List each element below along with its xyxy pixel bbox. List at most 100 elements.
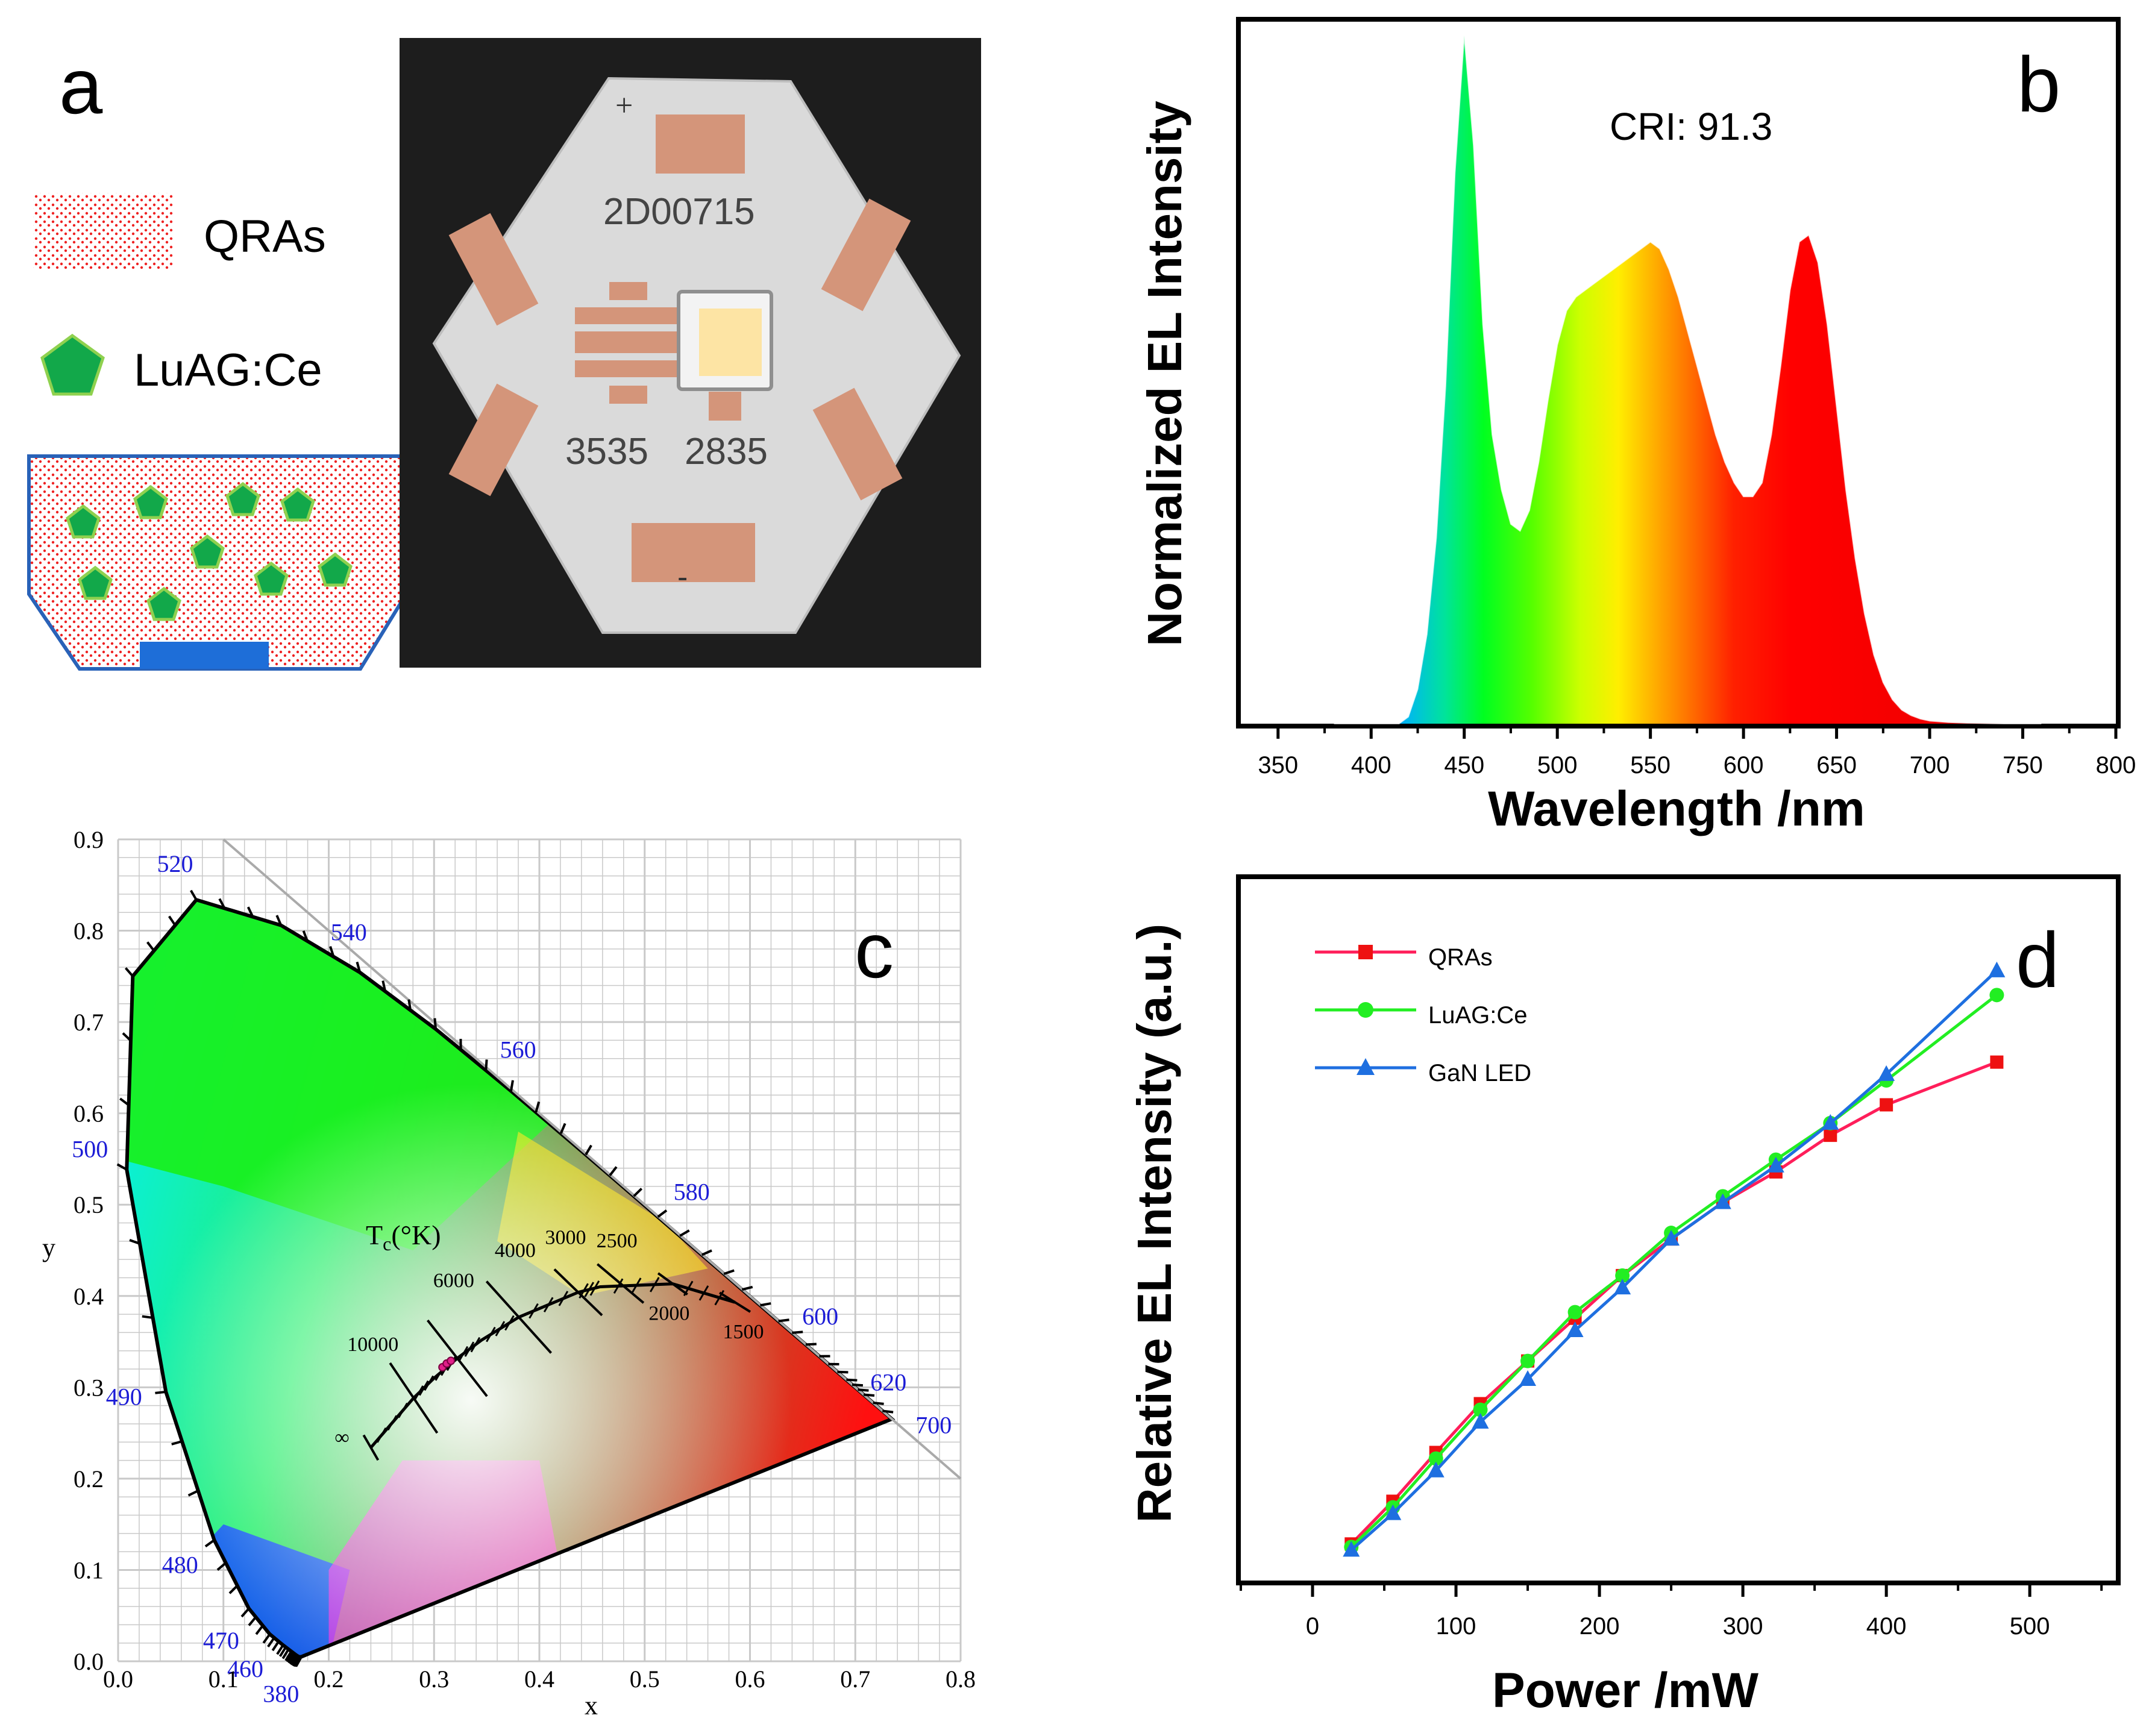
series-line-gan (1350, 969, 1998, 1552)
data-point-gan (1822, 1114, 1839, 1130)
locus-tick (882, 1409, 894, 1414)
legend-qras: QRAs (33, 193, 326, 270)
planck-tick (613, 1278, 624, 1294)
copper-pad (709, 392, 741, 421)
y-axis-title-b: Normalized EL Intensity (1138, 101, 1191, 647)
legend-luag: LuAG:Ce (40, 333, 322, 396)
measured-points (438, 1356, 456, 1371)
wavelength-label: 460 (227, 1655, 263, 1682)
cct-isotherm (657, 1272, 688, 1296)
locus-tick (122, 1032, 132, 1042)
x-tick-label-c: 0.6 (735, 1665, 765, 1693)
photo-plus: + (615, 89, 633, 123)
locus-tick (204, 1539, 215, 1547)
cct-isotherm (427, 1319, 488, 1397)
x-tick-label-b: 650 (1816, 752, 1857, 779)
panel-label-c: c (855, 906, 894, 994)
x-tick-label-c: 0.8 (946, 1665, 976, 1693)
planck-tick (458, 1346, 469, 1362)
copper-pad (448, 383, 539, 497)
cct-label: ∞ (334, 1426, 349, 1449)
locus-tick (723, 1269, 735, 1275)
locus-tick (248, 1616, 257, 1626)
copper-pad (656, 114, 745, 174)
x-tick-label-c: 0.4 (524, 1665, 554, 1693)
locus-tick (633, 1188, 643, 1197)
photo-minus: - (677, 560, 688, 595)
locus-tick (863, 1393, 875, 1397)
copper-pad (448, 213, 539, 326)
panel-d: 0 100 200 300 400 500 QRAs LuAG:Ce GaN LED d Po… (1128, 874, 2121, 1718)
spectrum-line (1334, 35, 2042, 724)
planck-tick (683, 1280, 694, 1297)
x-tick-label-b: 800 (2096, 752, 2136, 779)
x-tick-label-d: 100 (1436, 1613, 1476, 1640)
y-tick-label-c: 0.4 (74, 1283, 104, 1310)
led-2835-emitter (699, 309, 762, 376)
x-tick-label-c: 0.3 (419, 1665, 449, 1693)
panel-c: ∞ 10000 6000 4000 3000 2500 2000 1500 380460470… (42, 826, 976, 1720)
cct-isotherm (553, 1268, 603, 1317)
y-tick-label-c: 0.1 (74, 1556, 104, 1584)
x-tick-label-b: 700 (1910, 752, 1950, 779)
locus-tick (218, 898, 226, 909)
series-group (1343, 961, 2006, 1557)
luag-particle (225, 481, 260, 516)
legend-qras-label: QRAs (204, 211, 326, 262)
locus-tick (168, 915, 177, 926)
locus-tick (407, 999, 412, 1011)
locus-tick (837, 1370, 849, 1374)
locus-tick (281, 1649, 290, 1659)
legend-label-qras: QRAs (1428, 944, 1493, 971)
y-tick-label-c: 0.6 (74, 1100, 104, 1127)
locus-tick (267, 1637, 275, 1648)
locus-tick (778, 1318, 789, 1323)
data-point-qras (1824, 1129, 1837, 1142)
cct-label: 10000 (347, 1333, 398, 1356)
legend-marker-qras (1358, 945, 1373, 959)
pad-label-3535: 3535 (565, 431, 648, 472)
locus-tick (701, 1249, 712, 1256)
spectrum-area (1334, 35, 2042, 724)
planck-tick (470, 1336, 481, 1353)
wavelength-label: 620 (870, 1368, 906, 1396)
planck-tick (631, 1277, 642, 1293)
locus-tick (190, 889, 198, 901)
x-tick-label-c: 0.7 (840, 1665, 870, 1693)
qras-swatch (33, 193, 173, 270)
y-tick-label-c: 0.8 (74, 918, 104, 945)
x-axis-ticks-d: 0 100 200 300 400 500 (1240, 1583, 2103, 1640)
locus-tick (433, 1018, 438, 1029)
locus-tick (381, 980, 387, 992)
luag-particle (254, 561, 289, 596)
planck-tick (495, 1321, 506, 1336)
luag-particle (280, 487, 315, 522)
cct-isotherm (719, 1291, 751, 1313)
locus-tick (216, 1562, 227, 1571)
board-code: 2D00715 (603, 191, 755, 233)
series-line-qras (1350, 1061, 1998, 1546)
luag-particle (66, 504, 101, 539)
cct-isotherms: ∞ 10000 6000 4000 3000 2500 2000 1500 (334, 1227, 764, 1461)
locus-tick (262, 1633, 271, 1644)
planck-tick (419, 1380, 429, 1396)
panel-a: a QRAs LuAG:Ce (27, 38, 981, 671)
planck-tick (413, 1385, 424, 1401)
cct-label: 2000 (648, 1303, 689, 1325)
cct-isotherm (362, 1434, 380, 1461)
y-tick-label-c: 0.3 (74, 1374, 104, 1401)
planck-tick (398, 1402, 408, 1418)
y-axis-title-c: y (42, 1233, 55, 1262)
copper-pad (821, 198, 911, 312)
x-axis-title-c: x (585, 1691, 598, 1720)
locus-tick (246, 906, 254, 918)
y-tick-label-c: 0.7 (74, 1009, 104, 1036)
panel-label-a: a (59, 42, 103, 130)
locus-tick (155, 1390, 166, 1394)
locus-tick (124, 967, 134, 977)
data-point-gan (1472, 1412, 1489, 1429)
pad-label-2835: 2835 (685, 431, 768, 472)
wavelength-label: 580 (674, 1179, 710, 1206)
locus-tick (657, 1209, 668, 1218)
